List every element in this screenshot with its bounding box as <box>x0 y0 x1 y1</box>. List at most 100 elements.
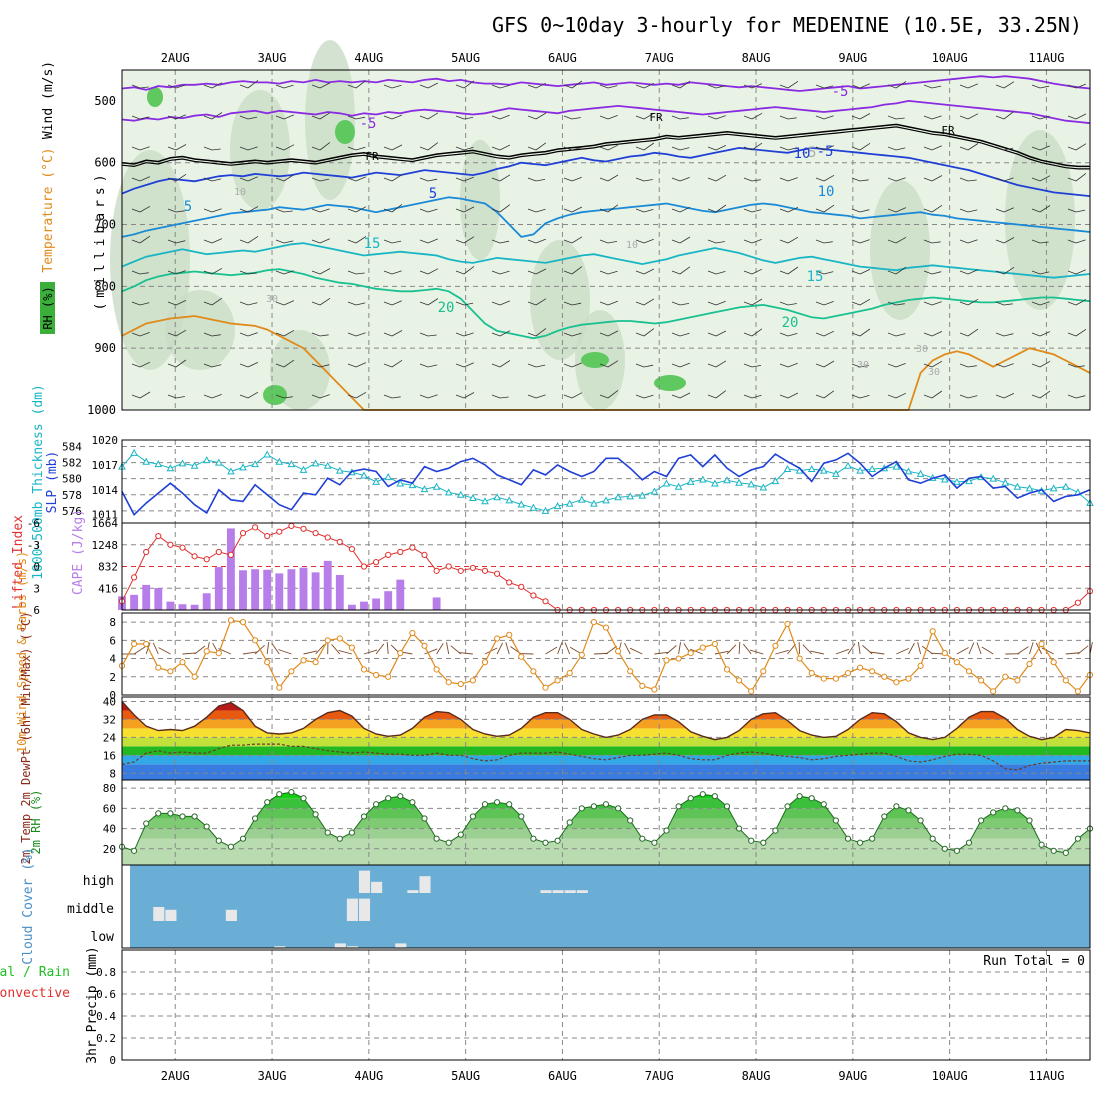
contour-label: 30 <box>916 344 928 355</box>
wind-barb-icon <box>959 298 979 306</box>
wind-barb-icon <box>815 301 834 306</box>
cape-bar <box>372 598 381 610</box>
lifted-index-marker <box>373 559 380 566</box>
rh-marker <box>820 801 827 808</box>
contour-label: 20 <box>438 300 455 316</box>
wind-barb-icon <box>707 239 725 244</box>
wind-barb-icon <box>419 332 437 337</box>
wind-barb-icon <box>887 236 907 244</box>
thickness-marker <box>747 480 756 488</box>
wind-barb-icon <box>527 328 547 337</box>
cape-bar <box>166 601 175 610</box>
thickness-marker <box>287 460 296 468</box>
thickness-marker <box>735 478 743 486</box>
wind-barb-icon <box>851 177 869 182</box>
wind-barb-icon <box>311 177 330 182</box>
wind-barb-icon <box>239 270 257 275</box>
wind-barb-icon <box>707 115 726 120</box>
cloud-level-label: low <box>91 930 115 945</box>
lifted-index-marker <box>179 544 186 551</box>
wind-barb-icon <box>383 174 403 182</box>
slp-tick-label: 1014 <box>92 484 119 497</box>
wind-barb-icon <box>851 142 871 151</box>
wind-barb-icon <box>131 301 150 306</box>
rh-marker <box>1014 807 1021 814</box>
lifted-index-tick-label: -6 <box>27 517 40 530</box>
wind-barb-icon <box>563 176 582 182</box>
temp-contour-20 <box>121 268 1091 340</box>
thickness-marker <box>541 506 550 514</box>
thickness-marker <box>577 495 586 503</box>
wind-speed-marker <box>276 684 283 691</box>
wind-speed-marker <box>336 635 343 642</box>
wind-barb-icon <box>959 239 978 244</box>
wind-barb-icon <box>338 650 353 655</box>
wind-barb-icon <box>203 394 222 399</box>
wind-barb-icon <box>275 300 295 306</box>
wind-speed-marker <box>578 651 585 659</box>
wind-barb-icon <box>921 645 933 655</box>
wind-barb-icon <box>303 650 318 655</box>
thickness-marker <box>275 457 284 465</box>
wind-barb-icon <box>275 208 293 213</box>
thickness-marker <box>590 499 598 507</box>
temp-band <box>122 719 1090 729</box>
wind-barb-icon <box>635 238 654 244</box>
wind-barb-icon <box>802 644 813 655</box>
cloud-cover-bar <box>334 943 346 949</box>
wind-speed-marker <box>820 675 827 682</box>
wind-speed-marker <box>832 675 840 682</box>
wind-barb-icon <box>671 80 691 89</box>
cloud-cover-bar <box>407 890 419 893</box>
rh-marker <box>276 791 283 798</box>
wind-speed-marker <box>1026 660 1033 668</box>
wind-speed-marker <box>215 649 222 657</box>
wind-speed-marker <box>1050 659 1057 666</box>
contour-label: FR <box>649 111 663 124</box>
contour-label: -5 <box>360 116 377 132</box>
wind-speed-marker <box>663 657 670 664</box>
convective-label: Convective <box>0 986 70 1001</box>
wind-barb-icon <box>563 332 582 337</box>
wind-barb-icon <box>347 236 367 244</box>
thickness-ylabel: 1000~500mb Thickness (dm) <box>31 384 46 580</box>
wind10m-ylabel: 10m Wind Speed & Barbs (m/s) <box>15 551 29 753</box>
cape-bar <box>275 573 284 610</box>
cape-tick-label: 1664 <box>92 517 119 530</box>
temperature-axis-label: Temperature (°C) <box>41 147 56 272</box>
wind-speed-marker <box>385 673 392 680</box>
lifted-index-marker <box>276 528 283 535</box>
wind-barb-icon <box>995 266 1015 275</box>
li-cape-frame <box>121 522 1091 611</box>
wind-barb-icon <box>131 270 149 275</box>
date-label-top: 10AUG <box>932 51 968 65</box>
wind-barb-icon <box>923 331 943 337</box>
lifted-index-marker <box>312 530 319 537</box>
lifted-index-marker <box>227 551 234 559</box>
wind-barb-icon <box>815 330 835 337</box>
lifted-index-marker <box>494 570 501 577</box>
wind-barb-icon <box>131 391 151 399</box>
thickness-marker <box>420 485 429 493</box>
thickness-tick-label: 582 <box>62 457 82 470</box>
cape-bar <box>190 604 199 610</box>
wind-barb-icon <box>857 642 861 655</box>
contour-label: 15 <box>807 269 824 285</box>
wind-barb-icon <box>347 301 366 306</box>
wind-barb-icon <box>887 332 906 337</box>
rh-marker <box>155 810 162 817</box>
wind-barb-icon <box>707 145 727 151</box>
wind-barb-icon <box>599 174 619 182</box>
thickness-marker <box>868 464 877 473</box>
wind-barb-icon <box>491 204 511 213</box>
cape-tick-label: 832 <box>98 561 118 574</box>
wind-barb-icon <box>896 647 909 655</box>
thickness-marker <box>396 479 405 487</box>
wind-speed-marker <box>131 640 138 648</box>
wind-barb-icon <box>995 177 1014 182</box>
lifted-index-marker <box>191 553 198 560</box>
wind-speed-marker <box>469 677 476 684</box>
wind-barb-icon <box>707 360 727 368</box>
wind-barb-icon <box>1067 269 1086 275</box>
thickness-marker <box>711 479 719 487</box>
